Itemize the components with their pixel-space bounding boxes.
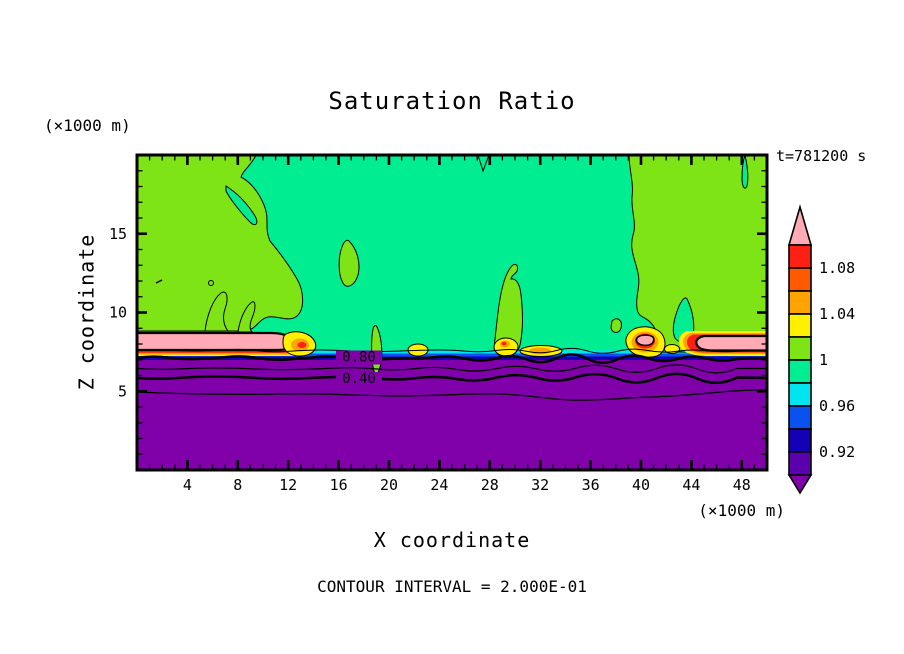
line-contours: [137, 347, 767, 401]
colorbar-cell: [788, 336, 812, 361]
y-axis-units-label: (×1000 m): [44, 116, 131, 135]
x-tick-label: 28: [481, 476, 499, 494]
colorbar-label: 0.92: [819, 443, 855, 461]
colorbar-cell: [788, 244, 812, 269]
contour-label-box: [336, 372, 382, 386]
x-axis-units-label: (×1000 m): [698, 501, 785, 520]
x-tick-label: 20: [380, 476, 398, 494]
colorbar-cell: [788, 290, 812, 315]
fill-intrusions-saturated: [225, 155, 749, 343]
x-tick-label: 8: [233, 476, 242, 494]
fill-transition-stripes: [137, 350, 767, 360]
x-tick-label: 24: [430, 476, 448, 494]
contour-line-label: 0.80: [342, 350, 376, 366]
contour-line-label: 0.40: [342, 371, 376, 387]
colorbar-label: 0.96: [819, 397, 855, 415]
colorbar-label: 1.08: [819, 259, 855, 277]
contour-label-box: [336, 350, 382, 365]
colorbar-label: 1.04: [819, 305, 855, 323]
x-tick-label: 40: [632, 476, 650, 494]
x-tick-label: 12: [279, 476, 297, 494]
contour-interval-caption: CONTOUR INTERVAL = 2.000E-01: [317, 577, 587, 596]
fill-regions-supersaturated-light: [137, 155, 767, 375]
colorbar-label: 1: [819, 351, 828, 369]
colorbar-under-arrow: [787, 474, 813, 495]
colorbar-over-arrow: [787, 204, 813, 246]
x-tick-label: 16: [330, 476, 348, 494]
small-contour-mark: [155, 279, 163, 284]
x-tick-label: 48: [733, 476, 751, 494]
supersaturated-band-left: [137, 331, 303, 356]
colorbar-cell: [788, 451, 812, 476]
colorbar-cell: [788, 267, 812, 292]
x-tick-label: 44: [682, 476, 700, 494]
colorbar-cell: [788, 359, 812, 384]
colorbar-cell: [788, 382, 812, 407]
chart-title: Saturation Ratio: [328, 87, 576, 115]
colorbar-cell: [788, 313, 812, 338]
y-tick-label: 5: [118, 382, 127, 400]
x-tick-label: 32: [531, 476, 549, 494]
generated-chart-elements: 4 8 12 16 20 24 28 32 36 40 44 48510151.081.0410.96…: [109, 155, 855, 495]
x-tick-label: 4: [183, 476, 192, 494]
colorbar-cell: [788, 428, 812, 453]
x-axis-title: X coordinate: [373, 528, 531, 552]
y-tick-label: 15: [109, 225, 127, 243]
x-tick-label: 36: [582, 476, 600, 494]
y-tick-label: 10: [109, 304, 127, 322]
colorbar-cell: [788, 405, 812, 430]
contour-field: [137, 155, 767, 470]
time-annotation: t=781200 s: [776, 147, 867, 165]
